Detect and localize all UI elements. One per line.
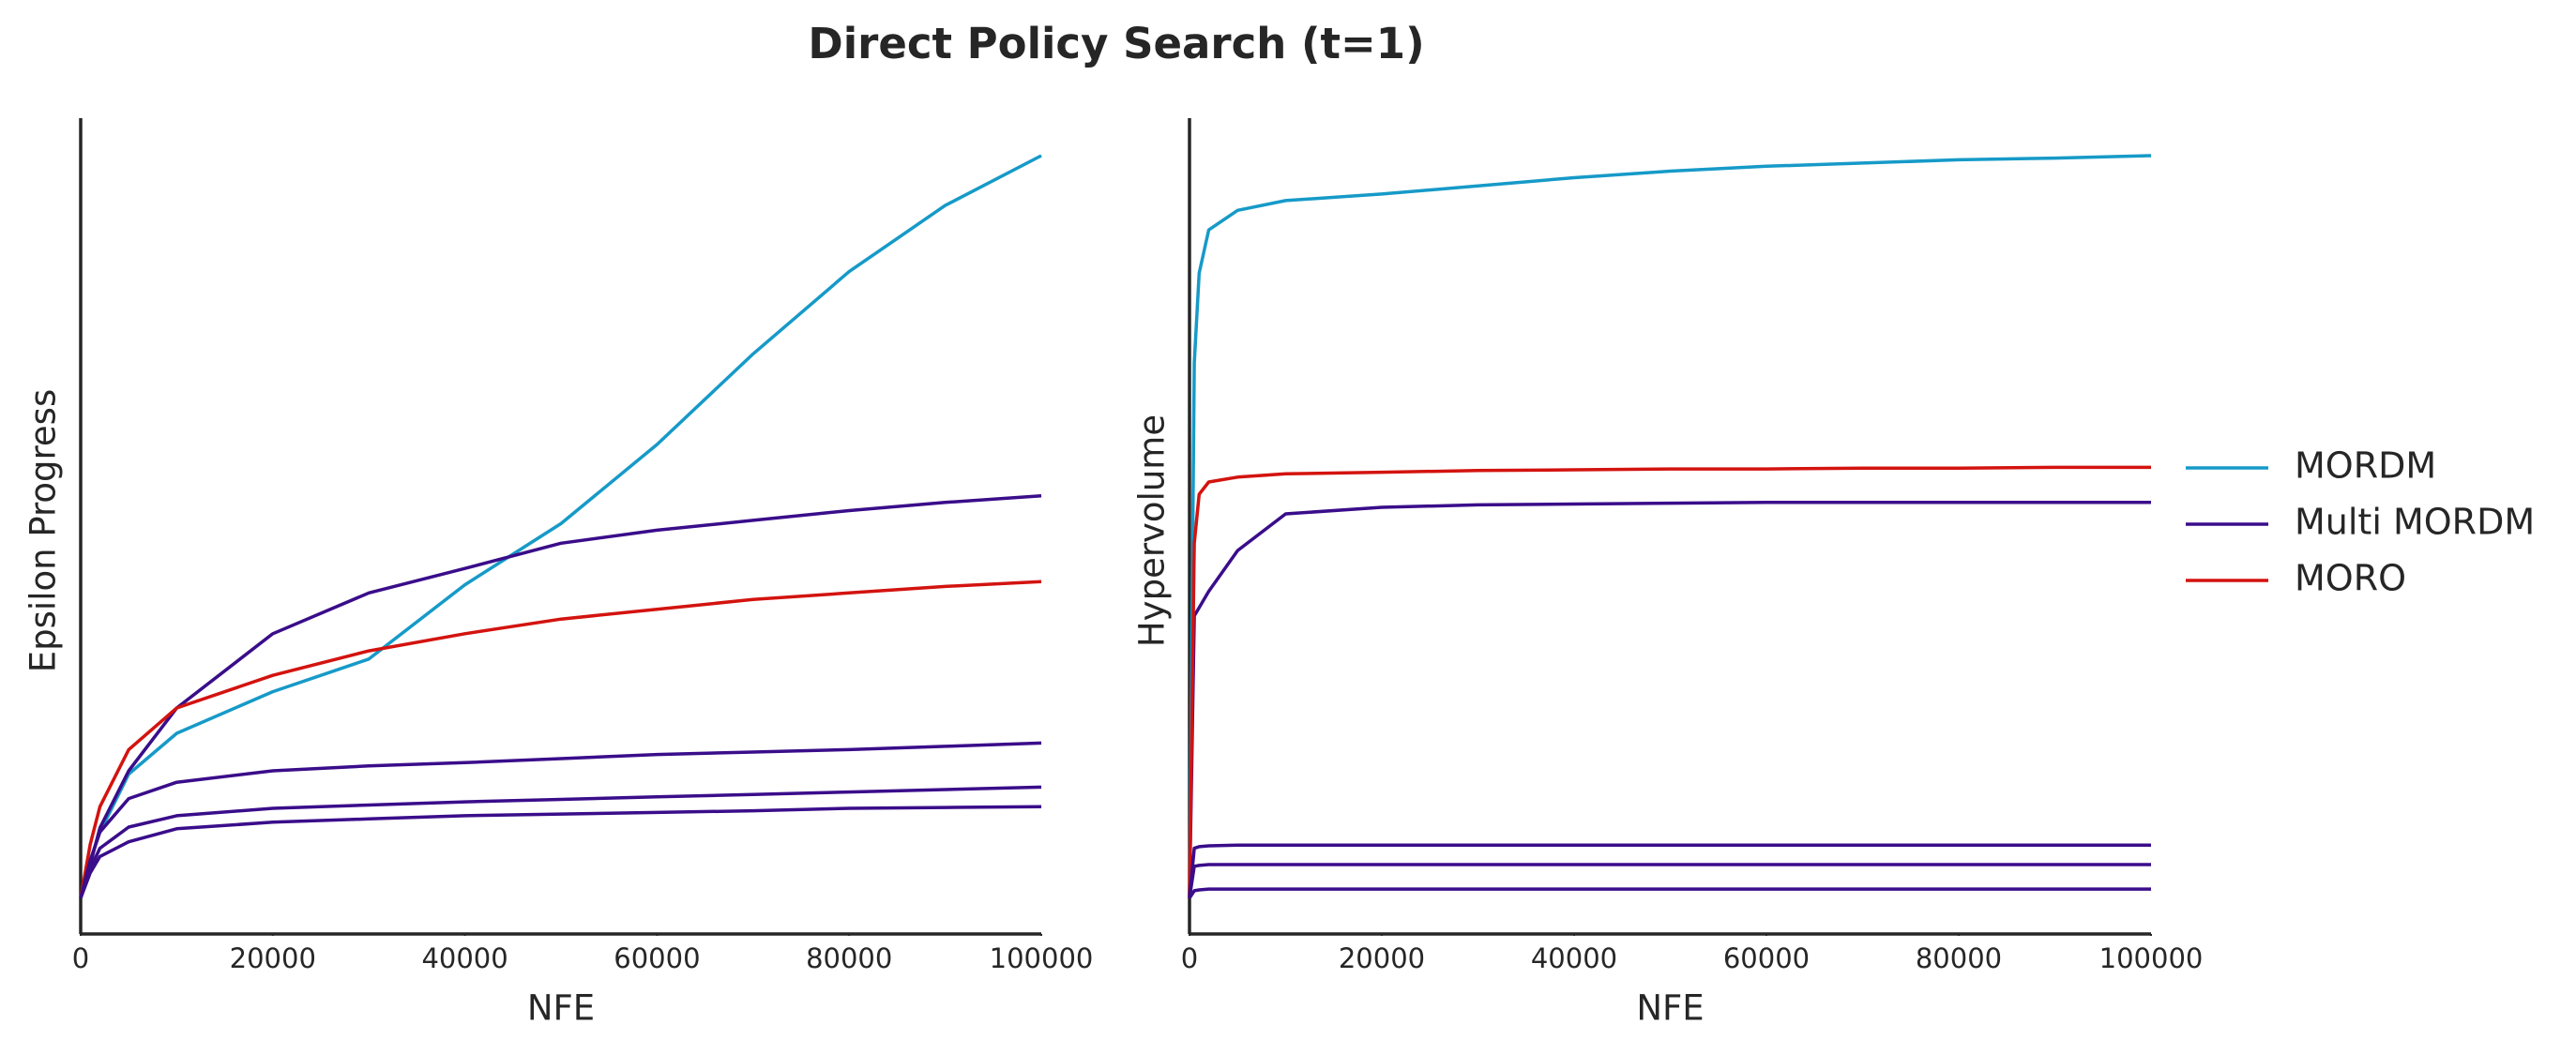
series-line [79,805,1042,899]
series-line [1188,154,2152,898]
y-axis-label: Epsilon Progress [23,389,64,672]
series-line [1188,843,2151,898]
series-line [1188,863,2151,898]
x-tick-label: 20000 [230,942,316,974]
x-tick-label: 80000 [1916,942,2002,974]
series-line [79,494,1042,899]
series-line [1188,465,2151,898]
series-line [79,154,1042,899]
x-tick-label: 100000 [2099,942,2204,974]
legend-label: MORDM [2295,445,2436,487]
x-tick-label: 20000 [1339,942,1425,974]
series-line [79,785,1042,899]
figure-title: Direct Policy Search (t=1) [808,19,1424,68]
x-tick-label: 40000 [1531,942,1617,974]
y-axis-label: Hypervolume [1132,414,1173,647]
x-axis-label: NFE [527,988,595,1029]
x-tick-label: 60000 [1723,942,1810,974]
x-tick-label: 80000 [806,942,892,974]
legend-label: Multi MORDM [2295,502,2535,543]
series-line [79,741,1042,899]
series-line [1188,887,2151,899]
x-tick-label: 40000 [421,942,508,974]
x-axis-label: NFE [1636,988,1704,1029]
legend-label: MORO [2295,558,2406,599]
x-tick-label: 60000 [614,942,700,974]
x-tick-label: 0 [72,942,89,974]
series-line [1188,501,2151,898]
x-tick-label: 100000 [990,942,1094,974]
x-tick-label: 0 [1181,942,1198,974]
series-line [79,580,1042,899]
